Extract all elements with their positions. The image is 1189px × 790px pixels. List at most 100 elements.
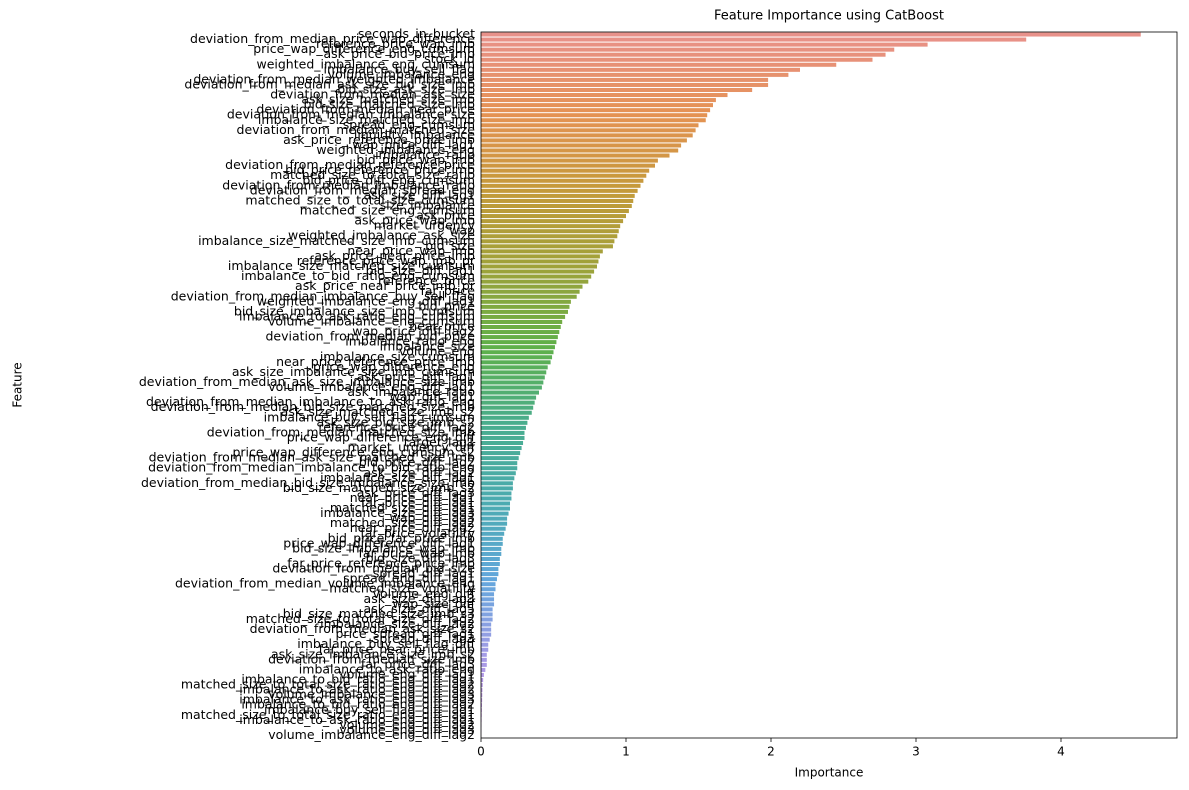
bar [481,496,512,501]
bar [481,556,500,561]
y-tick-label: matched_size_diff_lag1 [330,500,475,515]
y-tick-label: imbalance_size_diff_lag1 [320,470,475,485]
y-tick-label: stock_id [424,51,475,66]
y-tick-label: spread_eng_diff_lag1 [343,571,475,586]
y-tick-label: deviation_from_median_weighted_imbalance [193,71,475,86]
bar [481,491,512,496]
bar [481,607,493,612]
bar [481,203,632,208]
bar [481,683,483,688]
bar [481,87,753,93]
y-tick-label: size_imbalance [380,197,476,212]
y-tick-label: imbalance_size_diff_lag2 [320,616,475,631]
y-tick-label: far_price_volatility [360,525,475,540]
bar [481,284,583,289]
bar [481,118,706,123]
y-tick-label: deviation_from_median_imbalance_to_ask_r… [146,394,475,409]
bar [481,577,497,582]
bar [481,173,647,178]
y-tick-label: matched_size_to_total_size_ratio_eng_dif… [181,677,475,692]
bar [481,98,716,103]
bar [481,178,644,183]
bar [481,511,509,516]
y-tick-label: ask_size_imbalance_size_imb_s2 [271,646,475,661]
bar [481,446,522,451]
y-tick-label: deviation_from_median_ask_size_bid_size_… [184,76,475,91]
y-tick-label: weighted_imbalance_eng [316,142,475,157]
bar [481,672,484,677]
bar [481,657,487,662]
bar [481,647,489,652]
y-tick-label: wap_diff_lag3 [390,510,475,525]
y-tick-label: imbalance_size_matched_size_imb [258,112,475,127]
y-tick-label: imbalance_buy_sell_flag_diff [297,636,475,651]
y-tick-label: imbalance_buy_sell_flag_diff_lag1 [264,702,475,717]
y-tick-label: wap [449,223,475,238]
x-tick-label: 4 [1057,745,1065,759]
y-tick-label: bid_price [418,298,475,313]
bar [481,693,483,698]
bar [481,335,558,340]
bar [481,405,534,410]
bar [481,319,563,324]
bar [481,67,800,72]
y-tick-label: imbalance_size_matched_size_imb_cumsum [198,233,475,248]
y-tick-label: ask_size_matched_size_imb [301,92,475,107]
bar [481,188,638,193]
bar [481,360,551,365]
bar [481,324,561,330]
y-tick-label: far_price_reference_price_imb [287,556,475,571]
y-tick-label: near_price [409,319,475,334]
y-tick-label: volume_eng_diff_lag2 [339,717,475,732]
y-tick-label: wap_size_diff [392,596,475,611]
bar [481,677,484,683]
bar [481,662,487,667]
y-tick-label: ask_price_wap_imb [354,213,475,228]
bar [481,198,634,203]
y-tick-label: imbalance_ratio [375,147,475,162]
x-tick-label: 0 [477,745,485,759]
y-tick-label: ask_price_reference_price_imb [283,132,475,147]
y-tick-label: bid_size_imbalance_wap_imb [292,540,475,555]
bar [481,299,571,304]
bar [481,622,492,627]
bar [481,128,696,133]
y-tick-label: deviation_from_median_size_imb [268,651,475,666]
y-tick-label: bid_size_matched_size_imb_s2 [283,480,475,495]
bar [481,698,483,703]
y-tick-label: spread_diff_lag1 [373,566,475,581]
bar [481,330,560,335]
y-tick-label: near_price_wap_imb [347,243,475,258]
bar [481,410,532,415]
bar [481,234,618,239]
y-tick-label: far_price_wap_imb [359,545,476,560]
bar [481,562,500,567]
y-tick-label: volume_imbalance_eng_cumsum [268,313,475,328]
y-tick-label: deviation_from_median_reference_price [225,157,475,172]
bar [481,435,525,440]
bar [481,390,539,395]
y-tick-label: ask_price_diff_lag3 [357,485,475,500]
y-tick-label: seconds_in_bucket [358,26,475,41]
y-tick-label: price_wap_difference_eng [313,359,475,374]
bar [481,219,624,224]
bar [481,456,519,461]
y-tick-label: ask_price_near_price_imb_pr [295,278,476,293]
y-tick-label: bid_price_diff_lag2 [359,455,475,470]
y-tick-label: ask_price_bid_price_imb [323,46,475,61]
bar [481,703,483,708]
bar [481,481,513,486]
y-tick-label: imbalance_to_ask_ratio_eng_diff_lag2 [239,682,475,697]
y-tick-label: matched_size_to_total_size_ratio [270,167,475,182]
y-tick-label: deviation_from_median_imbalance_to_bid_r… [148,460,475,475]
y-tick-label: wap_diff_lag1 [390,389,475,404]
bar [481,546,502,551]
y-tick-label: deviation_from_median_ask_size_s2 [250,621,475,636]
bar [481,163,655,168]
bar [481,143,682,148]
bar [481,153,670,158]
bar [481,133,693,138]
bar [481,567,499,572]
bar [481,52,886,57]
y-tick-label: wap_price_diff_lag1 [352,137,475,152]
